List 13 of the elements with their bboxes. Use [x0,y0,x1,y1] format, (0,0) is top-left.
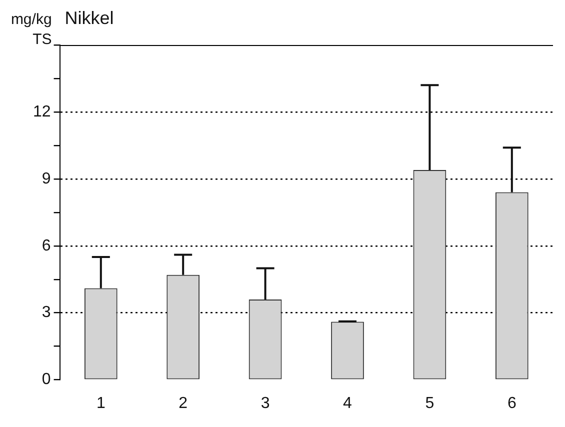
y-axis-title: mg/kg TS [10,11,52,48]
x-tick-label: 6 [507,394,516,412]
y-tick-label: 0 [42,371,51,388]
y-tick-label: 9 [42,170,51,188]
x-tick-label: 4 [343,394,352,412]
x-tick-label: 2 [178,394,188,412]
chart-title: Nikkel [64,8,114,28]
y-tick-label: 12 [33,103,51,120]
x-tick-label: 1 [96,394,106,412]
x-tick-label: 3 [260,394,270,412]
y-tick-label: 3 [42,304,51,322]
x-tick-label: 5 [425,394,434,412]
y-tick-label: 6 [42,237,51,254]
